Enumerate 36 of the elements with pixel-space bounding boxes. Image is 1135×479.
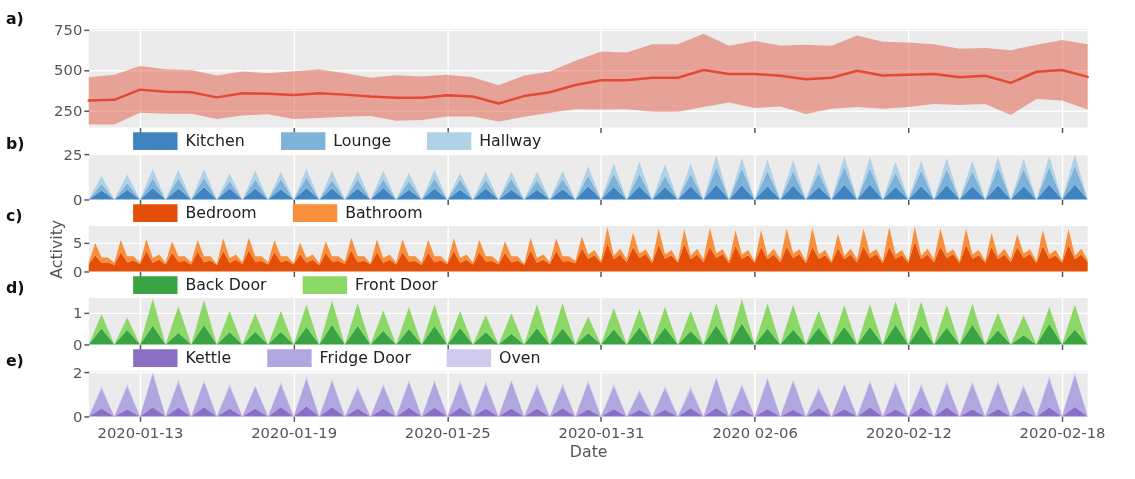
line-series: [87, 68, 1089, 105]
x-tick-label: 2020 02-06: [712, 423, 798, 441]
chart-title: d): [5, 278, 25, 298]
legend-label: Oven: [498, 347, 541, 367]
y-tick-label: 750: [54, 21, 83, 39]
legend-label: Fridge Door: [319, 347, 412, 367]
chart-title: a): [5, 8, 24, 28]
y-axis-title: Activity: [47, 219, 67, 279]
y-tick-label: 0: [72, 407, 83, 425]
y-tick-label: 0: [72, 335, 83, 353]
x-tick-label: 2020-02-12: [865, 423, 952, 441]
x-tick-label: 2020-01-19: [251, 423, 338, 441]
chart-title: b): [5, 134, 25, 154]
legend-label: Kettle: [185, 347, 232, 367]
chart-title: c): [5, 206, 23, 226]
legend-label: Lounge: [333, 130, 392, 150]
x-axis-title: Date: [569, 442, 608, 462]
legend-label: Kitchen: [185, 130, 245, 150]
y-tick-label: 25: [63, 145, 83, 163]
legend-label: Hallway: [479, 130, 542, 150]
y-tick-label: 500: [54, 61, 83, 79]
x-tick-label: 2020-01-13: [97, 423, 184, 441]
x-tick-label: 2020-01-31: [558, 423, 645, 441]
legend-label: Bathroom: [345, 202, 423, 222]
y-tick-label: 1: [72, 304, 83, 322]
y-tick-label: 250: [54, 101, 83, 119]
y-tick-label: 5: [72, 233, 83, 251]
y-tick-label: 2: [72, 363, 83, 381]
legend-label: Bedroom: [185, 202, 257, 222]
chart-title: e): [5, 351, 24, 371]
x-tick-label: 2020-02-18: [1019, 423, 1106, 441]
legend-label: Front Door: [355, 274, 439, 294]
y-tick-label: 0: [72, 262, 83, 280]
legend-label: Back Door: [185, 274, 268, 294]
y-tick-label: 0: [72, 190, 83, 208]
x-tick-label: 2020-01-25: [404, 423, 491, 441]
